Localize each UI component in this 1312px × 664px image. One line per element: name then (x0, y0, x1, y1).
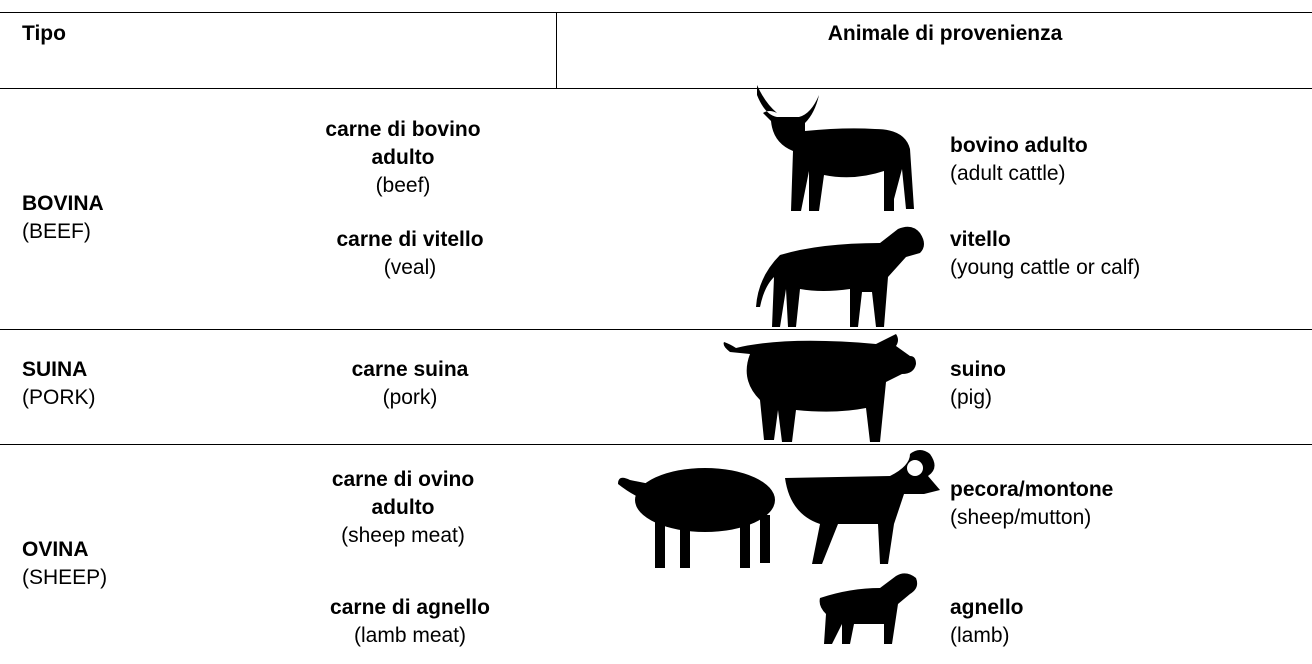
calf-icon (756, 226, 924, 327)
cut: carne di agnello (lamb meat) (305, 594, 515, 650)
rule (0, 329, 1312, 330)
cut: carne di ovino adulto (sheep meat) (305, 466, 501, 550)
animal-en: (lamb) (950, 624, 1010, 647)
animal-name: suino (950, 358, 1006, 381)
type-cell: BOVINA (BEEF) (22, 190, 104, 246)
cut-name: carne suina (351, 358, 469, 381)
rule (0, 12, 1312, 13)
cut-en: (veal) (383, 256, 437, 279)
animal-name: vitello (950, 228, 1011, 251)
cut-name: carne di ovino adulto (331, 468, 475, 519)
pig-icon (723, 334, 916, 442)
header-animal: Animale di provenienza (827, 22, 1063, 45)
lamb-icon (819, 573, 918, 644)
animal-en: (adult cattle) (950, 162, 1066, 185)
animal: agnello (lamb) (950, 594, 1024, 650)
cut-en: (sheep meat) (341, 524, 465, 547)
rule (0, 444, 1312, 445)
cut-name: carne di vitello (336, 228, 484, 251)
rule (0, 88, 1312, 89)
column-divider (556, 12, 557, 88)
animal: bovino adulto (adult cattle) (950, 132, 1088, 188)
cut-name: carne di agnello (330, 596, 490, 619)
type: SUINA (22, 358, 88, 381)
animal: vitello (young cattle or calf) (950, 226, 1140, 282)
cut: carne di vitello (veal) (305, 226, 515, 282)
animal: suino (pig) (950, 356, 1006, 412)
type-en: (SHEEP) (22, 566, 108, 589)
animal-en: (sheep/mutton) (950, 506, 1092, 529)
animal-name: pecora/montone (950, 478, 1114, 501)
cut-en: (lamb meat) (353, 624, 467, 647)
animal-name: bovino adulto (950, 134, 1088, 157)
type-en: (PORK) (22, 386, 96, 409)
sheep-icon (618, 468, 775, 568)
type-en: (BEEF) (22, 220, 91, 243)
cut: carne di bovino adulto (beef) (305, 116, 501, 200)
type: OVINA (22, 538, 89, 561)
animal-name: agnello (950, 596, 1024, 619)
ram-icon (785, 450, 940, 564)
type-cell: SUINA (PORK) (22, 356, 96, 412)
cut-en: (pork) (382, 386, 438, 409)
animal-en: (young cattle or calf) (950, 256, 1141, 279)
header-type: Tipo (22, 22, 66, 45)
bull-icon (757, 85, 914, 211)
cut: carne suina (pork) (305, 356, 515, 412)
type: BOVINA (22, 192, 104, 215)
animal: pecora/montone (sheep/mutton) (950, 476, 1113, 532)
cut-en: (beef) (375, 174, 431, 197)
type-cell: OVINA (SHEEP) (22, 536, 107, 592)
animal-en: (pig) (950, 386, 993, 409)
cut-name: carne di bovino adulto (325, 118, 481, 169)
